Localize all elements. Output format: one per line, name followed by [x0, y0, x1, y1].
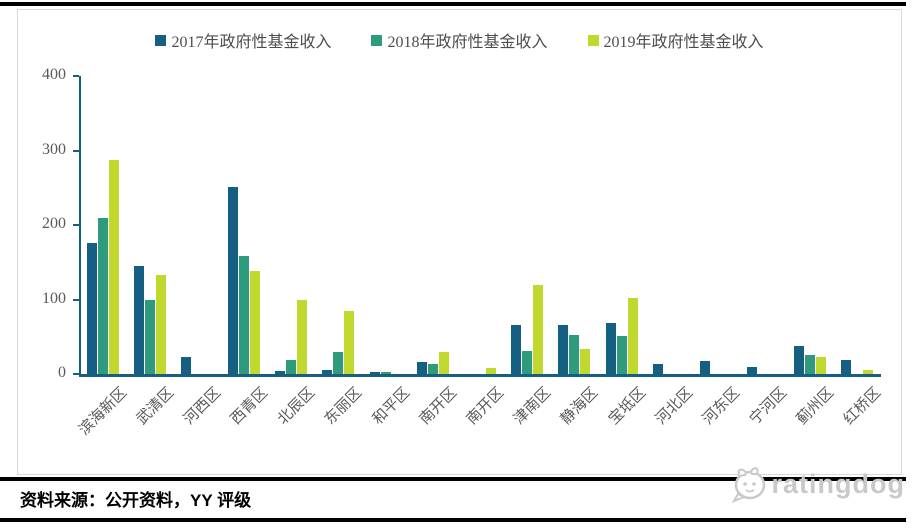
bar: [228, 186, 239, 374]
y-axis-tick: [73, 373, 79, 375]
footer-bottom-rule: [0, 518, 906, 522]
legend-swatch-icon: [371, 34, 383, 46]
bar: [144, 299, 155, 374]
bar: [239, 256, 250, 374]
x-tick-label: 滨海新区: [75, 384, 130, 439]
x-axis-line: [79, 374, 881, 377]
bar: [275, 371, 286, 374]
top-rule: [0, 2, 906, 6]
bar: [427, 364, 438, 374]
y-tick-label: 0: [58, 364, 66, 381]
y-tick-label: 200: [42, 215, 66, 233]
bar: [108, 160, 119, 374]
x-tick-label: 南开区: [416, 384, 460, 428]
bar: [533, 284, 544, 374]
bar: [558, 324, 569, 374]
legend-item: 2017年政府性基金收入: [155, 28, 331, 52]
bar: [286, 359, 297, 374]
x-tick-label: 静海区: [558, 384, 602, 428]
x-tick-label: 东丽区: [322, 384, 366, 428]
bar: [652, 364, 663, 374]
footer-top-rule: [0, 477, 906, 481]
bar: [605, 322, 616, 374]
bar: [580, 349, 591, 374]
x-tick-label: 宝坻区: [605, 384, 649, 428]
bar: [522, 350, 533, 374]
bar: [297, 299, 308, 374]
legend-item: 2019年政府性基金收入: [587, 28, 764, 52]
bar: [344, 310, 355, 374]
x-tick-label: 宁河区: [747, 384, 791, 428]
legend-label: 2017年政府性基金收入: [171, 34, 332, 51]
x-tick-label: 河东区: [699, 384, 744, 428]
x-tick-label: 武清区: [133, 384, 177, 428]
legend-item: 2018年政府性基金收入: [371, 28, 548, 52]
bar: [511, 324, 522, 374]
bar: [841, 359, 852, 374]
y-tick-label: 300: [42, 140, 66, 158]
bar: [97, 217, 108, 374]
bar: [569, 334, 580, 374]
y-axis-line: [79, 76, 81, 374]
x-tick-label: 红桥区: [841, 384, 885, 428]
chart-legend: 2017年政府性基金收入 2018年政府性基金收入 2019年政府性基金收入: [18, 28, 901, 52]
x-tick-label: 津南区: [511, 384, 555, 428]
bar: [816, 356, 827, 374]
bar: [333, 351, 344, 374]
y-tick-label: 400: [42, 66, 66, 84]
bar: [616, 336, 627, 374]
brand-name: ratingdog: [771, 468, 905, 499]
y-axis-tick: [73, 224, 79, 227]
bar: [699, 360, 710, 374]
bar-chart-plot: 0 100 200 300 400 滨海新区 武清区 河西区 西青区 北辰区 东丽区 和平区 南开区 南开…: [18, 10, 901, 474]
bar: [380, 371, 391, 374]
bar: [438, 351, 449, 374]
x-tick-label: 北辰区: [275, 384, 319, 428]
bar: [486, 368, 496, 374]
bar: [322, 369, 333, 374]
legend-label: 2019年政府性基金收入: [603, 34, 764, 51]
bar: [627, 298, 638, 374]
bar: [133, 266, 144, 374]
bar: [250, 270, 261, 374]
bar: [747, 366, 758, 374]
y-axis-tick: [73, 149, 79, 152]
x-tick-label: 河西区: [180, 384, 225, 428]
y-axis-tick: [73, 298, 79, 301]
bar: [863, 369, 874, 374]
legend-swatch-icon: [155, 34, 167, 46]
bar: [86, 243, 97, 374]
ratingdog-icon: [731, 467, 765, 503]
x-tick-label: 和平区: [369, 384, 413, 428]
chart-panel: 2017年政府性基金收入 2018年政府性基金收入 2019年政府性基金收入 0 10…: [17, 9, 902, 475]
bar: [805, 354, 816, 374]
x-tick-label: 南开区: [463, 384, 508, 428]
bar: [416, 362, 427, 374]
bar: [369, 371, 380, 374]
bar: [180, 356, 191, 374]
y-tick-label: 100: [42, 289, 66, 307]
source-text: 资料来源：公开资料，YY 评级: [20, 491, 252, 510]
y-axis-tick: [73, 75, 79, 78]
legend-label: 2018年政府性基金收入: [387, 34, 548, 51]
bar: [155, 275, 166, 374]
legend-swatch-icon: [587, 34, 599, 46]
brand-logo: ratingdog: [730, 464, 905, 504]
x-tick-label: 西青区: [228, 384, 272, 428]
x-tick-label: 蓟州区: [794, 384, 838, 428]
bar: [794, 346, 805, 374]
x-tick-label: 河北区: [652, 384, 696, 428]
